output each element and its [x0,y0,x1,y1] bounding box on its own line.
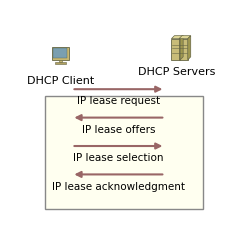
FancyBboxPatch shape [59,60,62,62]
Polygon shape [179,36,191,39]
Polygon shape [180,36,183,60]
Polygon shape [171,36,183,39]
FancyBboxPatch shape [171,39,180,60]
FancyBboxPatch shape [45,96,203,210]
Text: IP lease selection: IP lease selection [73,153,164,163]
FancyBboxPatch shape [179,39,188,60]
FancyBboxPatch shape [53,48,67,58]
Polygon shape [188,36,191,60]
Text: IP lease request: IP lease request [77,96,160,107]
Text: IP lease offers: IP lease offers [82,125,155,135]
FancyBboxPatch shape [52,46,69,60]
Text: DHCP Servers: DHCP Servers [138,67,215,77]
FancyBboxPatch shape [55,62,66,63]
Text: IP lease acknowledgment: IP lease acknowledgment [52,182,185,192]
Text: DHCP Client: DHCP Client [27,76,94,86]
